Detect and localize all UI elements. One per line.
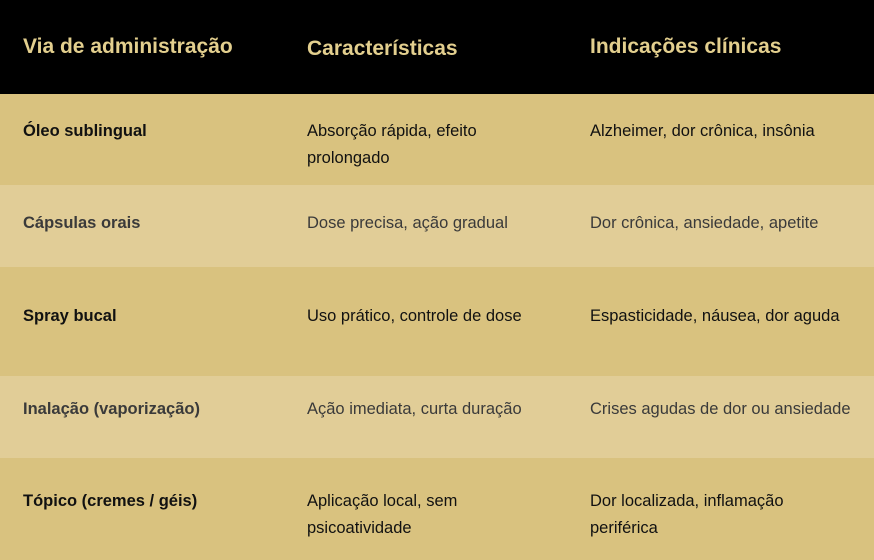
- cell-via: Spray bucal: [0, 267, 284, 376]
- cell-caracteristicas: Aplicação local, sem psicoatividade: [284, 458, 567, 560]
- header-caracteristicas: Características: [284, 0, 567, 94]
- cell-indicacoes: Alzheimer, dor crônica, insônia: [567, 94, 874, 185]
- cell-via: Tópico (cremes / géis): [0, 458, 284, 560]
- cell-indicacoes: Dor crônica, ansiedade, apetite: [567, 185, 874, 267]
- cell-indicacoes: Espasticidade, náusea, dor aguda: [567, 267, 874, 376]
- cell-indicacoes: Crises agudas de dor ou ansiedade: [567, 376, 874, 458]
- table-header-row: Via de administração Características Ind…: [0, 0, 874, 94]
- cell-indicacoes: Dor localizada, inflamação periférica: [567, 458, 874, 560]
- table-row: Tópico (cremes / géis) Aplicação local, …: [0, 458, 874, 560]
- cell-caracteristicas: Ação imediata, curta duração: [284, 376, 567, 458]
- cell-caracteristicas: Dose precisa, ação gradual: [284, 185, 567, 267]
- cell-via: Inalação (vaporização): [0, 376, 284, 458]
- cell-caracteristicas: Uso prático, controle de dose: [284, 267, 567, 376]
- table-row: Cápsulas orais Dose precisa, ação gradua…: [0, 185, 874, 267]
- header-via: Via de administração: [0, 0, 284, 94]
- cell-via: Óleo sublingual: [0, 94, 284, 185]
- table-row: Inalação (vaporização) Ação imediata, cu…: [0, 376, 874, 458]
- cell-caracteristicas: Absorção rápida, efeito prolongado: [284, 94, 567, 185]
- cell-via: Cápsulas orais: [0, 185, 284, 267]
- header-indicacoes: Indicações clínicas: [567, 0, 874, 94]
- table-row: Óleo sublingual Absorção rápida, efeito …: [0, 94, 874, 185]
- table-row: Spray bucal Uso prático, controle de dos…: [0, 267, 874, 376]
